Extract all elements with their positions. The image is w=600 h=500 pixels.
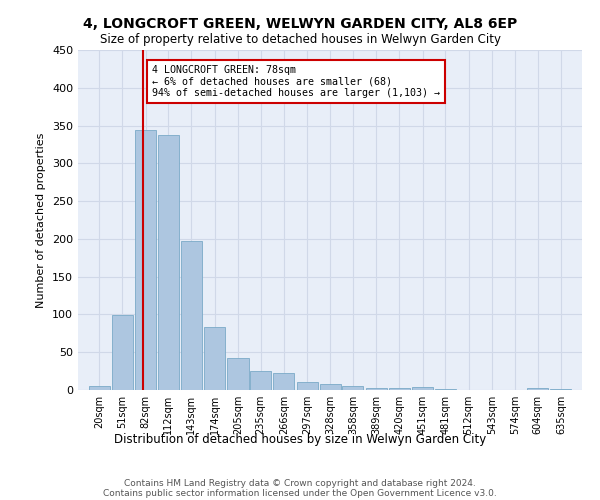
Text: 4 LONGCROFT GREEN: 78sqm
← 6% of detached houses are smaller (68)
94% of semi-de: 4 LONGCROFT GREEN: 78sqm ← 6% of detache… [152,65,440,98]
Bar [343,386,364,390]
Y-axis label: Number of detached properties: Number of detached properties [37,132,46,308]
Bar [389,388,410,390]
Bar [550,389,571,390]
Bar [112,315,133,390]
Bar [412,387,433,390]
Bar [527,388,548,390]
Bar [204,328,225,390]
Bar [135,130,156,390]
Bar [320,384,341,390]
Bar [250,371,271,390]
Bar [158,134,179,390]
Bar [181,241,202,390]
Bar [435,389,456,390]
Text: Size of property relative to detached houses in Welwyn Garden City: Size of property relative to detached ho… [100,32,500,46]
Text: Distribution of detached houses by size in Welwyn Garden City: Distribution of detached houses by size … [114,432,486,446]
Bar [296,382,317,390]
Text: 4, LONGCROFT GREEN, WELWYN GARDEN CITY, AL8 6EP: 4, LONGCROFT GREEN, WELWYN GARDEN CITY, … [83,18,517,32]
Bar [89,386,110,390]
Text: Contains public sector information licensed under the Open Government Licence v3: Contains public sector information licen… [103,488,497,498]
Text: Contains HM Land Registry data © Crown copyright and database right 2024.: Contains HM Land Registry data © Crown c… [124,478,476,488]
Bar [227,358,248,390]
Bar [273,374,295,390]
Bar [365,388,387,390]
